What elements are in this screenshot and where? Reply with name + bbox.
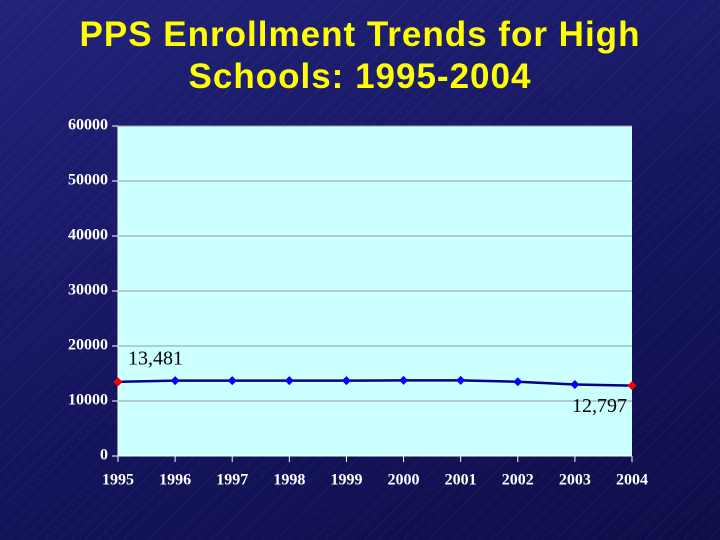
- marker: [284, 376, 294, 386]
- y-tick-label: 0: [100, 447, 108, 464]
- marker: [456, 375, 466, 385]
- data-label: 12,797: [572, 395, 627, 417]
- x-tick-label: 1997: [216, 472, 248, 489]
- x-tick-label: 1999: [330, 472, 362, 489]
- x-tick-label: 2001: [445, 472, 477, 489]
- chart-title: PPS Enrollment Trends for High Schools: …: [79, 15, 641, 96]
- y-tick-label: 50000: [68, 172, 108, 189]
- x-tick-label: 1998: [273, 472, 305, 489]
- y-tick-label: 10000: [68, 392, 108, 409]
- x-tick-label: 1996: [159, 472, 191, 489]
- y-tick-label: 30000: [68, 282, 108, 299]
- marker: [627, 381, 637, 391]
- marker: [170, 376, 180, 386]
- x-tick-label: 2000: [388, 472, 420, 489]
- data-label: 13,481: [128, 347, 183, 369]
- x-tick-label: 2004: [616, 472, 648, 489]
- marker: [570, 380, 580, 389]
- marker: [113, 377, 123, 387]
- marker: [341, 376, 351, 386]
- y-tick-label: 20000: [68, 337, 108, 354]
- x-tick-label: 1995: [102, 472, 134, 489]
- y-tick-label: 60000: [68, 117, 108, 134]
- line: [117, 379, 633, 387]
- marker: [513, 377, 523, 387]
- x-tick-label: 2002: [502, 472, 534, 489]
- y-tick-label: 40000: [68, 227, 108, 244]
- marker: [227, 376, 237, 386]
- x-tick-label: 2003: [559, 472, 591, 489]
- marker: [399, 375, 409, 385]
